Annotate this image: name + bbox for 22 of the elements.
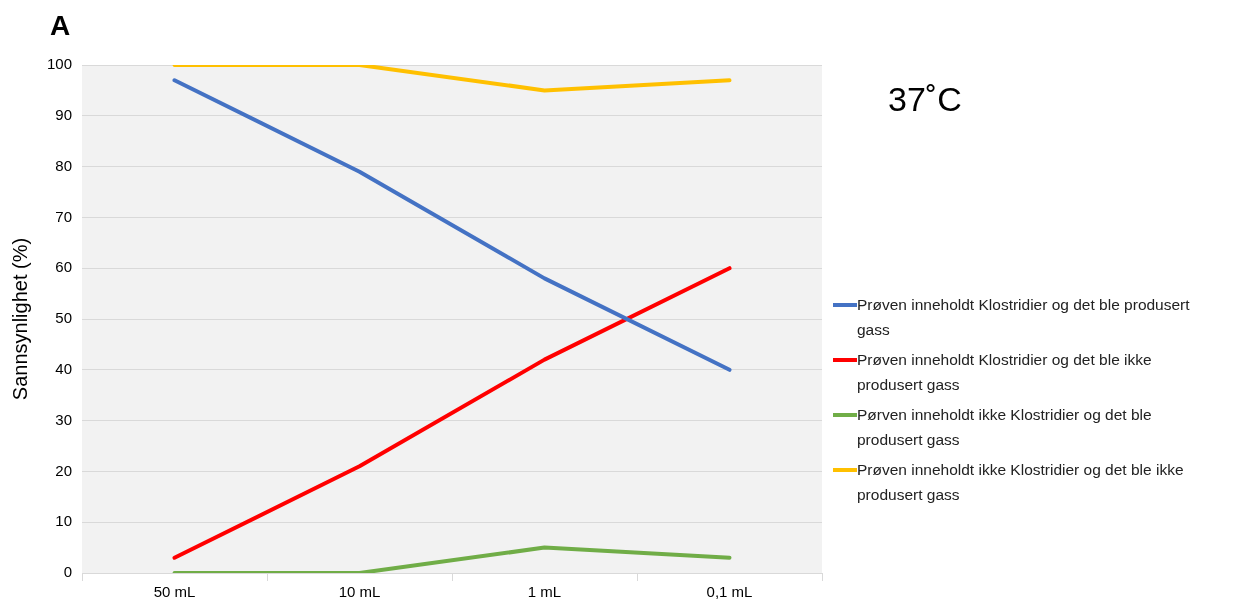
y-tick-label: 50	[55, 309, 73, 327]
y-tick-label: 80	[55, 156, 73, 174]
text: 37˚C	[888, 80, 962, 119]
x-tick-label: 50 mL	[153, 583, 196, 601]
x-tick-label: 10 mL	[338, 583, 381, 601]
y-tick-label: 40	[55, 359, 73, 377]
y-tick-label: 100	[47, 55, 73, 73]
y-tick-label: 30	[55, 410, 73, 428]
x-tick-label: 0,1 mL	[706, 583, 753, 601]
legend-label: Pørven inneholdt ikke Klostridier og det ble produsert gass	[857, 405, 1153, 450]
y-tick-label: 10	[55, 512, 73, 530]
y-tick-label: 70	[55, 207, 73, 225]
y-tick-label: 0	[63, 563, 73, 581]
legend-label: Prøven inneholdt ikke Klostridier og det ble ikke produsert gass	[857, 460, 1185, 505]
y-tick-label: 60	[55, 258, 73, 276]
legend-label: Prøven inneholdt Klostridier og det ble ikke produsert gass	[857, 350, 1153, 395]
legend-label: Prøven inneholdt Klostridier og det ble produsert gass	[857, 295, 1191, 340]
x-tick-label: 1 mL	[527, 583, 562, 601]
y-axis-title: Sannsynlighet (%)	[8, 237, 31, 401]
y-tick-label: 20	[55, 461, 73, 479]
y-tick-label: 90	[55, 105, 73, 123]
text: A	[50, 10, 71, 42]
